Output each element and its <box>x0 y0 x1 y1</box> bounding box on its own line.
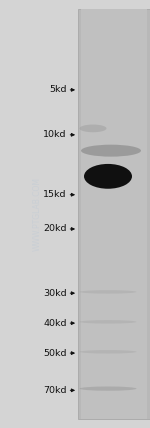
Ellipse shape <box>80 350 136 354</box>
Text: 5kd: 5kd <box>49 85 67 95</box>
Text: 20kd: 20kd <box>43 224 67 234</box>
Ellipse shape <box>80 386 136 391</box>
Text: WWW.PTGLAB.COM: WWW.PTGLAB.COM <box>33 177 42 251</box>
Ellipse shape <box>81 145 141 157</box>
Bar <box>81 9 147 419</box>
Ellipse shape <box>84 164 132 189</box>
Text: 70kd: 70kd <box>43 386 67 395</box>
Ellipse shape <box>80 320 136 324</box>
Text: 40kd: 40kd <box>43 318 67 328</box>
Text: 15kd: 15kd <box>43 190 67 199</box>
Text: 30kd: 30kd <box>43 288 67 298</box>
Ellipse shape <box>80 290 136 294</box>
Text: 50kd: 50kd <box>43 348 67 358</box>
Text: 10kd: 10kd <box>43 130 67 140</box>
Bar <box>78 9 150 419</box>
Ellipse shape <box>80 125 106 132</box>
